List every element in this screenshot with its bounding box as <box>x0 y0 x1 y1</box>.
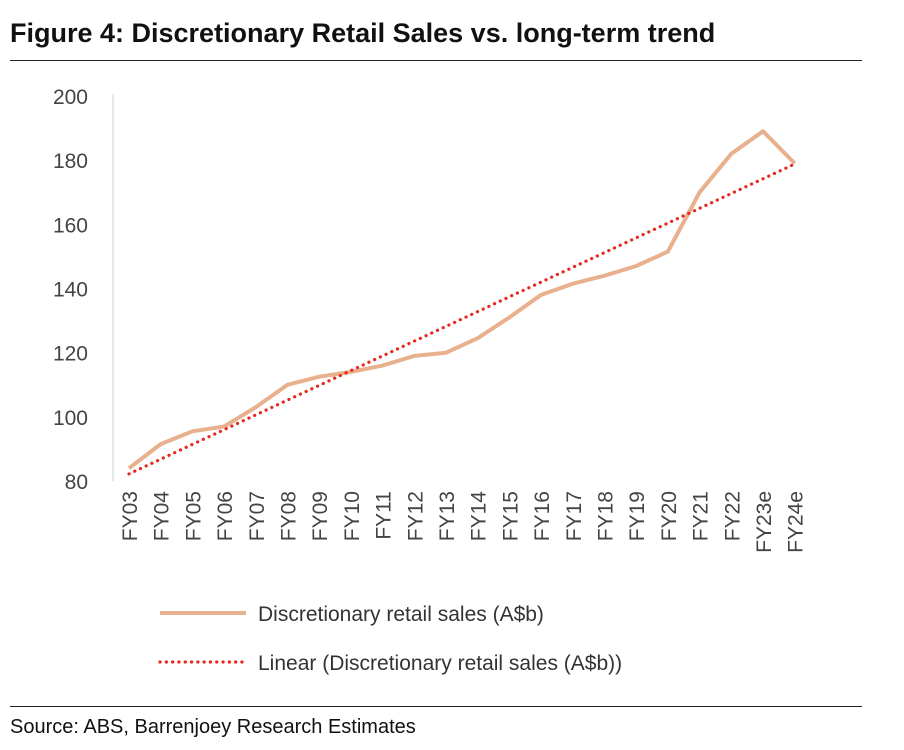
x-tick-label: FY06 <box>214 491 237 541</box>
x-tick-label: FY22 <box>721 491 744 541</box>
y-axis-ticks: 80 100 120 140 160 180 200 <box>53 86 88 494</box>
legend: Discretionary retail sales (A$b) Linear (… <box>158 603 622 675</box>
x-tick-label: FY23e <box>753 491 776 553</box>
source-rule <box>10 706 862 707</box>
series-layer <box>127 129 797 476</box>
x-tick-label: FY07 <box>246 491 269 541</box>
y-tick-label: 160 <box>53 214 88 237</box>
legend-label: Linear (Discretionary retail sales (A$b)… <box>258 652 622 675</box>
x-tick-label: FY12 <box>404 491 427 541</box>
x-tick-label: FY03 <box>119 491 142 541</box>
source-note: Source: ABS, Barrenjoey Research Estimat… <box>10 716 416 738</box>
figure-title: Figure 4: Discretionary Retail Sales vs.… <box>10 18 716 48</box>
trend-line <box>127 162 797 476</box>
y-tick-label: 80 <box>65 471 88 494</box>
x-tick-label: FY05 <box>182 491 205 541</box>
sales-line <box>127 129 797 470</box>
x-tick-label: FY19 <box>626 491 649 541</box>
y-tick-label: 180 <box>53 150 88 173</box>
x-tick-label: FY09 <box>309 491 332 541</box>
x-tick-label: FY20 <box>658 491 681 541</box>
x-tick-label: FY21 <box>690 491 713 541</box>
y-tick-label: 100 <box>53 407 88 430</box>
x-tick-label: FY13 <box>436 491 459 541</box>
x-tick-label: FY08 <box>278 491 301 541</box>
x-tick-label: FY10 <box>341 491 364 541</box>
x-tick-label: FY15 <box>499 491 522 541</box>
x-tick-label: FY14 <box>468 491 491 542</box>
x-tick-label: FY16 <box>531 491 554 541</box>
legend-label: Discretionary retail sales (A$b) <box>258 603 544 626</box>
x-tick-label: FY17 <box>563 491 586 541</box>
x-tick-label: FY24e <box>785 491 808 553</box>
y-tick-label: 140 <box>53 279 88 302</box>
x-axis-ticks: FY03 FY04 FY05 FY06 FY07 FY08 FY09 FY10 FY11 FY12… <box>119 491 808 553</box>
x-tick-label: FY18 <box>595 491 618 541</box>
x-tick-label: FY11 <box>373 491 396 540</box>
title-rule <box>10 60 862 61</box>
y-tick-label: 120 <box>53 343 88 366</box>
y-tick-label: 200 <box>53 86 88 109</box>
x-tick-label: FY04 <box>151 491 174 542</box>
